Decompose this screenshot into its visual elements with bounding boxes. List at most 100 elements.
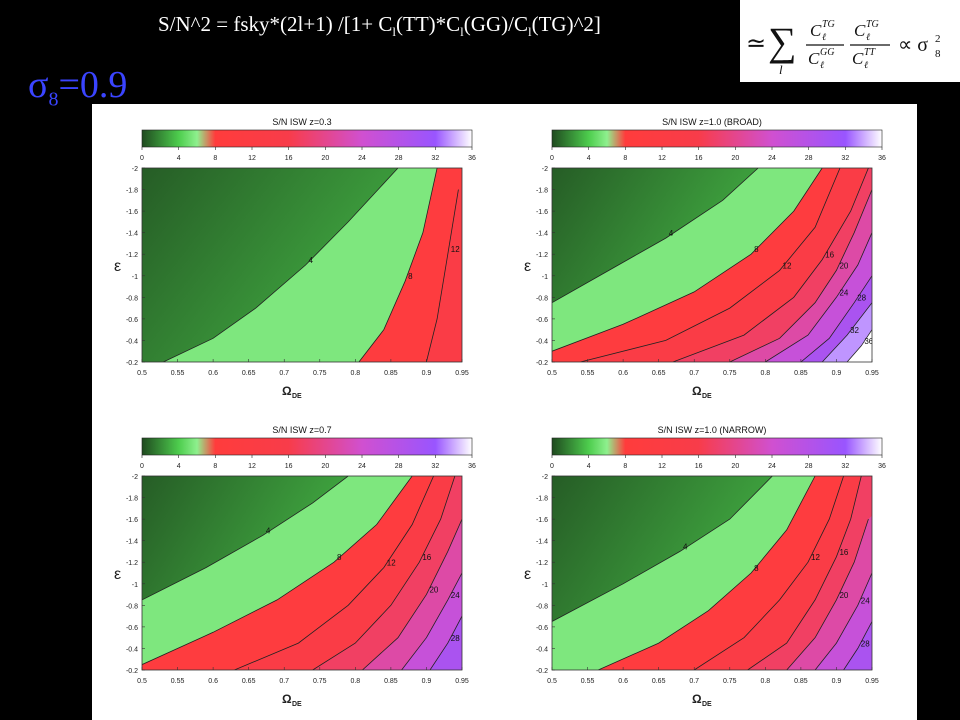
contour-label: 16 xyxy=(825,251,834,260)
contour-label: 8 xyxy=(408,272,413,281)
x-tick-label: 0.75 xyxy=(723,370,737,377)
y-axis-label: ε xyxy=(114,258,121,275)
y-tick-label: -1.6 xyxy=(126,209,138,216)
contour-line xyxy=(429,615,462,670)
colorbar-tick-label: 0 xyxy=(140,155,144,162)
colorbar xyxy=(551,437,883,456)
x-tick-label: 0.75 xyxy=(313,370,327,377)
term-num1: C xyxy=(810,21,822,40)
x-tick-label: 0.9 xyxy=(422,678,432,685)
formula-text: S/N^2 = fsky*(2l+1) /[1+ Cl(TT)*Cl(GG)/C… xyxy=(158,12,601,40)
contour-label: 20 xyxy=(839,591,848,600)
colorbar-tick-label: 8 xyxy=(213,155,217,162)
y-tick-label: -1.2 xyxy=(126,252,138,259)
y-tick-label: -1 xyxy=(132,274,138,281)
chart-panels: S/N ISW z=0.3 0 4 8 12 16 20 24 28 32 36 4 8 12 0.5 0.5… xyxy=(114,117,886,708)
colorbar-tick-label: 24 xyxy=(358,463,366,470)
sigma-value: =0.9 xyxy=(58,64,128,106)
x-tick-label: 0.75 xyxy=(313,678,327,685)
y-tick-label: -1.6 xyxy=(126,517,138,524)
term-den1: C xyxy=(808,49,820,68)
contour-line xyxy=(765,232,872,362)
chart-panel: S/N ISW z=0.7 0 4 8 12 16 20 24 28 32 36 4 8 12 16 20 24… xyxy=(114,425,476,708)
contour-label: 8 xyxy=(754,245,759,254)
y-tick-label: -0.6 xyxy=(126,625,138,632)
x-tick-label: 0.85 xyxy=(384,678,398,685)
contour-label: 28 xyxy=(861,639,870,648)
contour-band xyxy=(822,302,872,362)
contour-line xyxy=(234,476,434,670)
contour-line xyxy=(729,189,872,362)
x-tick-label: 0.9 xyxy=(422,370,432,377)
y-tick-label: -1.2 xyxy=(536,252,548,259)
formula-part: S/N^2 = fsky*(2l+1) /[1+ C xyxy=(158,12,393,36)
contour-band xyxy=(426,186,462,362)
x-axis-label-sub: DE xyxy=(292,393,302,400)
contour-line xyxy=(142,476,413,665)
x-tick-label: 0.8 xyxy=(760,678,770,685)
contour-label: 28 xyxy=(857,294,866,303)
formula-part: (GG)/C xyxy=(463,12,528,36)
colorbar-tick-label: 16 xyxy=(695,155,703,162)
contour-band xyxy=(815,573,872,670)
x-axis-label: Ω xyxy=(282,692,292,706)
colorbar-tick-label: 0 xyxy=(140,463,144,470)
heatmap-fill: 4 8 12 16 20 24 28 32 36 xyxy=(552,168,872,362)
contour-label: 20 xyxy=(839,261,848,270)
formula-part: (TG)^2] xyxy=(531,12,601,36)
term-num1-sub: ℓ xyxy=(822,32,826,43)
y-tick-label: -1.4 xyxy=(126,231,138,238)
x-tick-label: 0.55 xyxy=(171,678,185,685)
y-axis-label: ε xyxy=(524,566,531,583)
colorbar-tick-label: 24 xyxy=(768,155,776,162)
colorbar-tick-label: 12 xyxy=(658,463,666,470)
y-tick-label: -0.2 xyxy=(126,668,138,675)
contour-label: 20 xyxy=(429,586,438,595)
y-tick-label: -1 xyxy=(542,274,548,281)
colorbar-tick-label: 20 xyxy=(731,463,739,470)
chart-title: S/N ISW z=0.3 xyxy=(272,117,331,127)
colorbar-tick-label: 28 xyxy=(395,463,403,470)
colorbar-tick-label: 20 xyxy=(321,155,329,162)
y-tick-label: -2 xyxy=(542,474,548,481)
y-tick-label: -0.6 xyxy=(126,317,138,324)
x-tick-label: 0.85 xyxy=(794,370,808,377)
propto-sigma-sub: 8 xyxy=(935,48,941,60)
contour-band xyxy=(843,621,872,670)
y-tick-label: -2 xyxy=(132,166,138,173)
contour-line xyxy=(580,168,841,362)
x-tick-label: 0.55 xyxy=(171,370,185,377)
contour-line xyxy=(814,572,872,670)
contour-band xyxy=(847,329,872,362)
x-tick-label: 0.9 xyxy=(832,678,842,685)
contour-label: 4 xyxy=(683,542,688,551)
contour-line xyxy=(552,168,823,352)
x-tick-label: 0.75 xyxy=(723,678,737,685)
contour-label: 4 xyxy=(266,526,271,535)
y-tick-label: -1.2 xyxy=(536,560,548,567)
x-tick-label: 0.8 xyxy=(350,370,360,377)
y-axis-label: ε xyxy=(524,258,531,275)
y-tick-label: -1.8 xyxy=(126,496,138,503)
x-tick-label: 0.6 xyxy=(618,678,628,685)
chart-panel: S/N ISW z=1.0 (BROAD) 0 4 8 12 16 20 24 28 32 36 4 8… xyxy=(524,117,886,400)
y-tick-label: -0.8 xyxy=(126,295,138,302)
y-tick-label: -1.6 xyxy=(536,517,548,524)
propto-sigma: ∝ σ xyxy=(898,34,928,56)
contour-line xyxy=(843,621,872,670)
propto-sigma-sup: 2 xyxy=(935,33,941,45)
contour-label: 12 xyxy=(451,245,460,254)
sum-symbol: ∑ xyxy=(768,19,797,64)
contour-label: 12 xyxy=(811,553,820,562)
colorbar-tick-label: 16 xyxy=(695,463,703,470)
contour-label: 24 xyxy=(839,288,848,297)
x-axis-label: Ω xyxy=(692,692,702,706)
y-axis-label: ε xyxy=(114,566,121,583)
colorbar-tick-label: 28 xyxy=(805,155,813,162)
y-tick-label: -1.2 xyxy=(126,560,138,567)
x-tick-label: 0.8 xyxy=(350,678,360,685)
sigma-sub: 8 xyxy=(48,88,59,111)
sigma-symbol: σ xyxy=(28,64,49,106)
x-tick-label: 0.85 xyxy=(384,370,398,377)
sum-index: l xyxy=(779,62,783,77)
